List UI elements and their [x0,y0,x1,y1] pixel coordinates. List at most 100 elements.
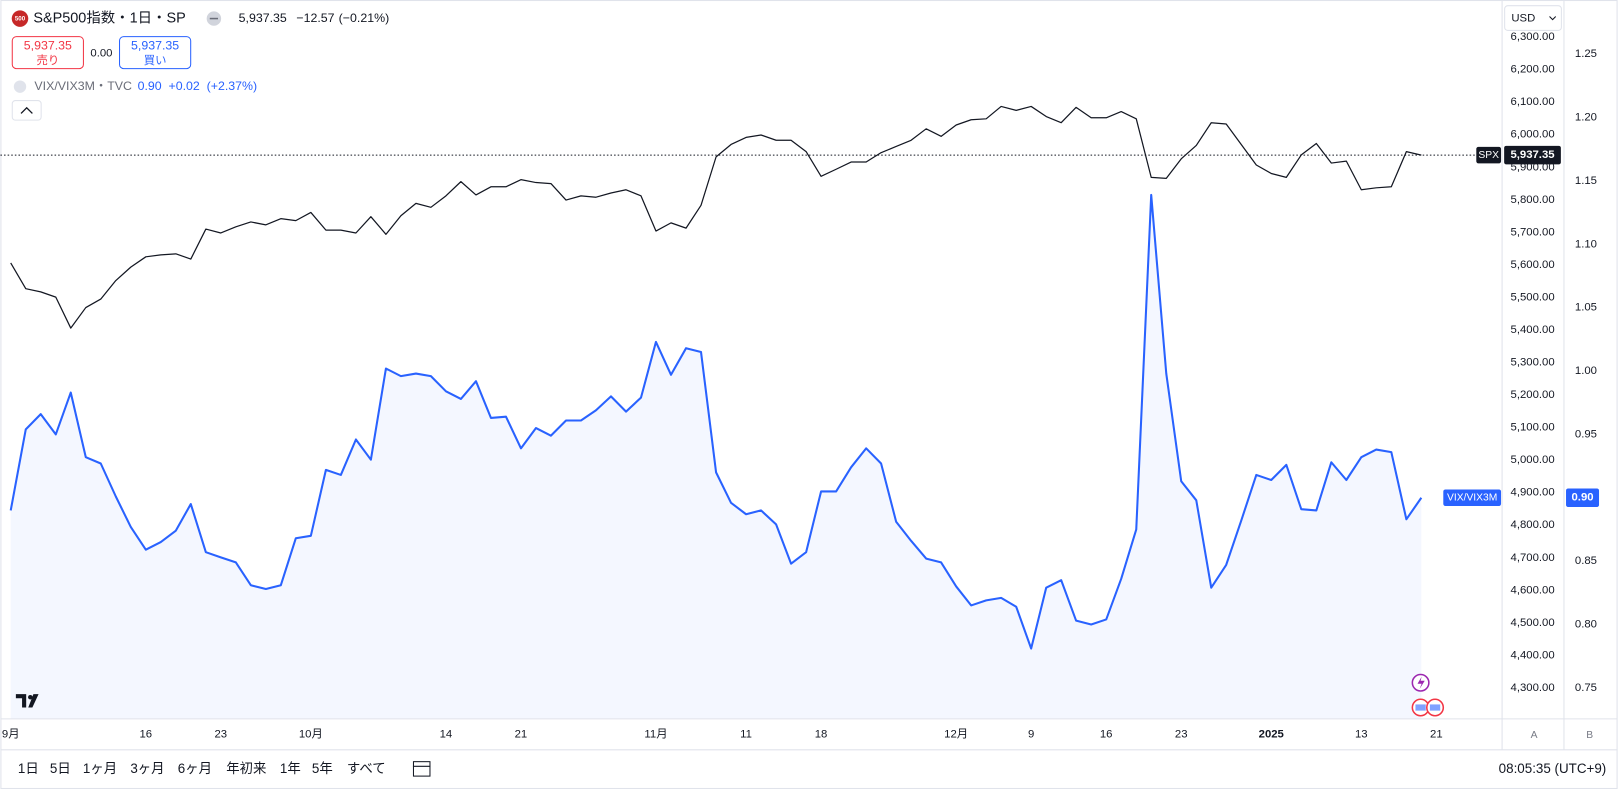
scale-button[interactable]: B [1586,730,1593,741]
y2-tick-label: 1.25 [1575,48,1597,60]
series-tag [1476,146,1502,164]
clock: 08:05:35 (UTC+9) [1499,761,1607,776]
x-tick-label: 16 [1100,728,1113,740]
range-button[interactable]: すべて [347,761,386,776]
logo-dot [28,694,33,700]
series-line [9,193,1423,650]
scale-button[interactable]: A [1531,730,1538,741]
y-tick-label: 4,900.00 [1511,487,1555,499]
overlay-title[interactable]: VIX/VIX3M・TVC [34,79,132,93]
x-tick-label: 12月 [944,728,968,740]
y2-tick-label: 1.00 [1575,365,1597,377]
overlay-change: +0.02 [169,79,200,93]
y-tick-label: 4,500.00 [1511,617,1555,629]
x-tick-label: 11 [740,728,752,740]
range-button[interactable]: 5年 [312,761,333,776]
plot [0,105,1478,719]
sell-button[interactable] [11,36,84,70]
buy-price: 5,937.35 [131,39,179,53]
y-tick-label: 6,200.00 [1511,64,1555,76]
y2-tick-label: 1.15 [1575,175,1597,187]
badge-text: 500 [15,16,26,23]
y2-tick-label: 0.80 [1575,618,1597,630]
x-tick-label: 18 [815,728,828,740]
y-tick-label: 5,300.00 [1511,357,1555,369]
y-tick-label: 4,700.00 [1511,552,1555,564]
x-tick-label: 13 [1355,728,1368,740]
series-tag-label: SPX [1478,150,1499,161]
flag-icon [1415,704,1426,711]
y-tick-label: 5,100.00 [1511,422,1555,434]
range-button[interactable]: 1ヶ月 [83,761,117,776]
buy-label: 買い [144,54,167,67]
price-tag-label: 0.90 [1571,492,1593,504]
range-button[interactable]: 1年 [280,761,301,776]
y-tick-label: 5,800.00 [1511,194,1555,206]
range-button[interactable]: 年初来 [226,761,266,776]
series-tag [1443,489,1502,506]
calendar-icon[interactable] [412,761,431,777]
x-tick-label: 23 [215,728,228,740]
range-button[interactable]: 1日 [18,761,39,776]
x-tick-label: 14 [440,728,453,740]
y-tick-label: 5,700.00 [1511,226,1555,238]
y-tick-label: 5,000.00 [1511,454,1555,466]
x-tick-label: 2025 [1259,728,1284,740]
series-tag-label: VIX/VIX3M [1447,492,1497,503]
spread: 0.00 [90,48,112,60]
x-tick-label: 23 [1175,728,1188,740]
y-tick-label: 4,800.00 [1511,519,1555,531]
overlay-change-pct: (+2.37%) [207,79,257,93]
range-button[interactable]: 6ヶ月 [178,761,212,776]
y-tick-label: 4,600.00 [1511,584,1555,596]
y2-tick-label: 1.10 [1575,238,1597,250]
event-icon-glyph [1417,676,1425,689]
y-tick-label: 4,400.00 [1511,649,1555,661]
y-tick-label: 5,200.00 [1511,389,1555,401]
currency: USD [1511,13,1535,25]
y2-tick-label: 1.05 [1575,302,1597,314]
y-tick-label: 6,000.00 [1511,129,1555,141]
x-tick-label: 9 [1028,728,1034,740]
change: −12.57 [296,11,334,25]
sell-label: 売り [37,54,60,67]
collapse-icon [20,106,33,114]
dropdown-icon [1549,16,1557,21]
logo [15,694,39,708]
buy-button[interactable] [119,36,192,70]
price-tag [1566,488,1600,508]
x-tick-label: 10月 [299,728,323,740]
y2-tick-label: 0.95 [1575,428,1597,440]
flag-icon [1429,704,1441,711]
y-tick-label: 5,600.00 [1511,259,1555,271]
y-tick-label: 6,300.00 [1511,31,1555,43]
collapse-button[interactable] [11,100,42,121]
symbol-title[interactable]: S&P500指数・1日・SP [33,9,185,26]
y-tick-label: 5,400.00 [1511,324,1555,336]
x-tick-label: 11月 [644,728,667,740]
y-tick-label: 4,300.00 [1511,682,1555,694]
x-tick-label: 21 [1430,728,1443,740]
overlay-price: 0.90 [138,79,162,93]
price-tag [1504,145,1561,165]
y2-tick-label: 1.20 [1575,112,1597,124]
y2-tick-label: 0.75 [1575,682,1597,694]
x-tick-label: 9月 [2,728,20,740]
x-tick-label: 16 [139,728,152,740]
series-area [10,194,1422,719]
range-button[interactable]: 5日 [50,761,71,776]
change-pct: (−0.21%) [339,11,389,25]
range-button[interactable]: 3ヶ月 [130,761,164,776]
series-line [10,105,1422,329]
price-tag-label: 5,937.35 [1510,149,1554,161]
symbol-badge [11,10,29,27]
currency-button[interactable] [1504,5,1562,31]
y-tick-label: 6,100.00 [1511,96,1555,108]
overlay-icon [13,80,27,93]
y2-tick-label: 0.85 [1575,555,1597,567]
x-tick-label: 21 [515,728,528,740]
y-tick-label: 5,500.00 [1511,291,1555,303]
